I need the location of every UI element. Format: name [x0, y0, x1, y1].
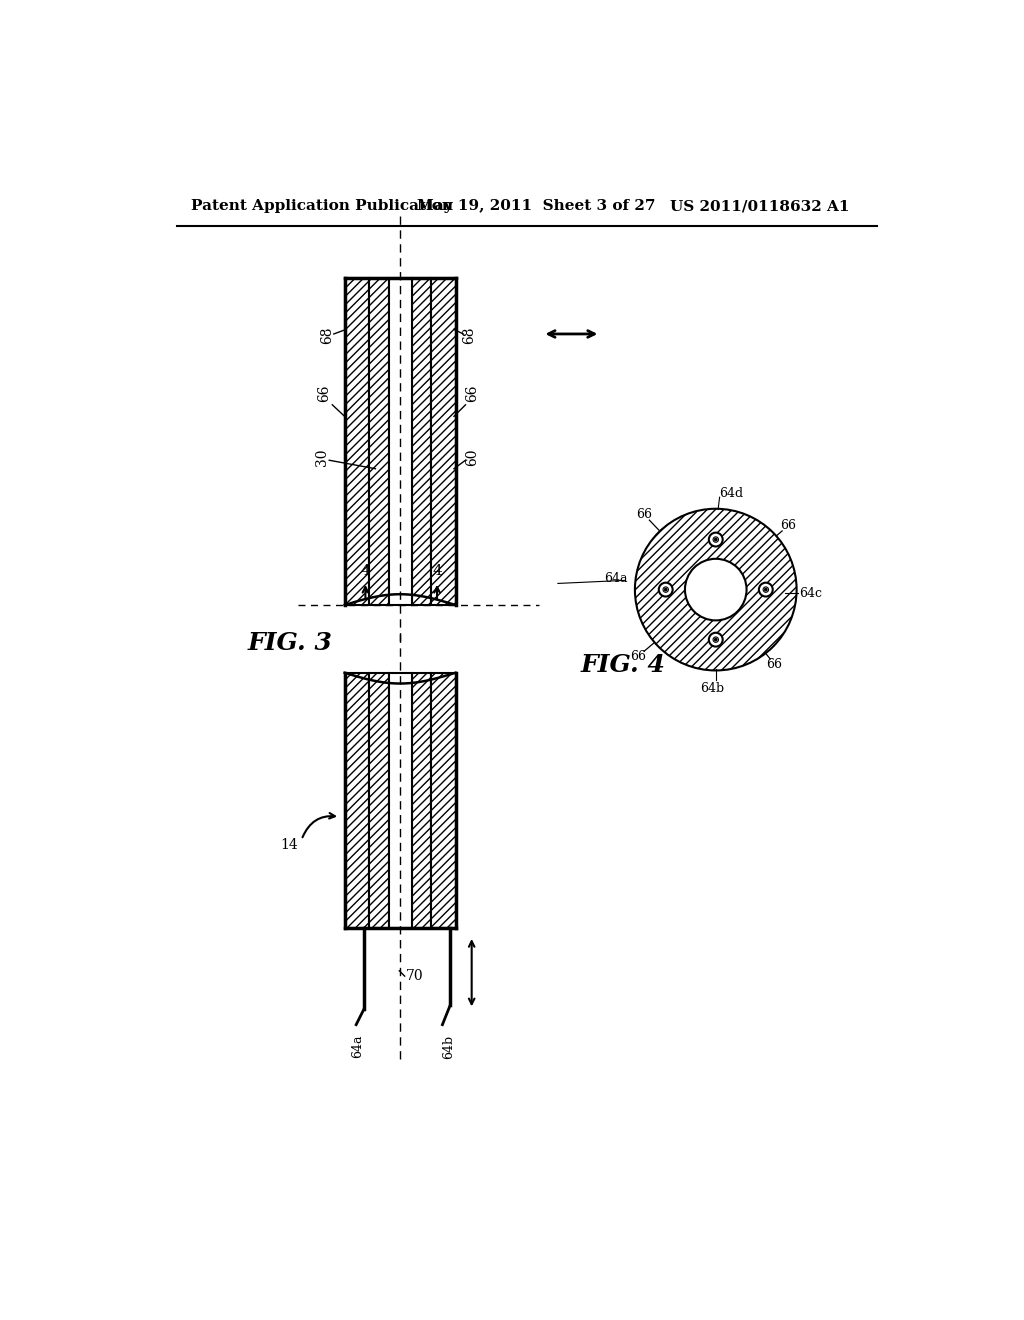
Circle shape — [709, 532, 723, 546]
Circle shape — [685, 558, 746, 620]
Circle shape — [759, 582, 773, 597]
Circle shape — [713, 638, 719, 643]
Bar — [370, 673, 388, 928]
Text: 14: 14 — [281, 838, 298, 853]
Text: 64d: 64d — [720, 487, 743, 500]
Text: 66: 66 — [465, 384, 478, 403]
Text: 68: 68 — [463, 327, 476, 345]
Text: 66: 66 — [779, 519, 796, 532]
Bar — [345, 673, 370, 928]
Text: US 2011/0118632 A1: US 2011/0118632 A1 — [670, 199, 849, 213]
Text: 66: 66 — [317, 384, 332, 403]
Circle shape — [635, 508, 797, 671]
Bar — [370, 277, 388, 605]
Text: May 19, 2011  Sheet 3 of 27: May 19, 2011 Sheet 3 of 27 — [417, 199, 655, 213]
Text: 64c: 64c — [799, 587, 822, 601]
Circle shape — [715, 539, 717, 541]
Text: Patent Application Publication: Patent Application Publication — [190, 199, 453, 213]
Text: 4: 4 — [432, 564, 442, 578]
Text: 60: 60 — [465, 449, 478, 466]
Bar — [431, 673, 456, 928]
Bar — [431, 277, 456, 605]
Circle shape — [665, 589, 667, 591]
Bar — [388, 673, 412, 928]
Bar — [345, 277, 370, 605]
Text: 70: 70 — [407, 969, 424, 983]
Text: 64b: 64b — [699, 682, 724, 696]
Text: 30: 30 — [314, 449, 329, 466]
Circle shape — [658, 582, 673, 597]
Circle shape — [709, 632, 723, 647]
Circle shape — [763, 587, 768, 593]
Text: FIG. 4: FIG. 4 — [581, 653, 666, 677]
Text: FIG. 3: FIG. 3 — [248, 631, 333, 656]
Text: 66: 66 — [636, 508, 652, 521]
Text: 68: 68 — [319, 327, 334, 345]
Text: 64a: 64a — [351, 1035, 365, 1059]
Text: 66: 66 — [631, 651, 646, 664]
Circle shape — [715, 639, 717, 640]
Text: 66: 66 — [766, 659, 782, 671]
Circle shape — [765, 589, 767, 591]
Circle shape — [663, 587, 669, 593]
Bar — [412, 673, 431, 928]
Text: 4: 4 — [360, 564, 371, 578]
Bar — [388, 277, 412, 605]
Bar — [412, 277, 431, 605]
Circle shape — [713, 537, 719, 543]
Text: 64a: 64a — [604, 572, 628, 585]
Text: 64b: 64b — [442, 1035, 455, 1059]
